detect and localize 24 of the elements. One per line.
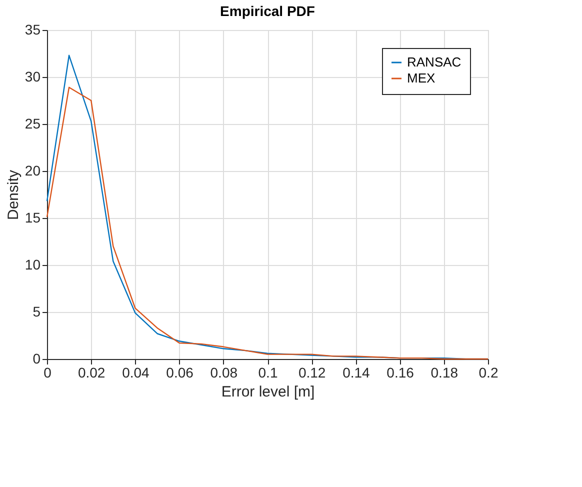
y-tick-label: 25 (24, 116, 41, 132)
legend-label: RANSAC (407, 54, 462, 70)
x-tick-label: 0.14 (342, 364, 370, 380)
y-tick-label: 10 (24, 256, 41, 272)
y-tick-label: 35 (24, 22, 41, 38)
y-tick-label: 30 (24, 68, 41, 84)
y-tick-label: 15 (24, 210, 41, 226)
x-tick-label: 0.06 (166, 364, 194, 380)
x-tick-label: 0.04 (122, 364, 150, 380)
x-tick-label: 0.02 (78, 364, 106, 380)
x-tick-label: 0.18 (430, 364, 458, 380)
x-axis-title: Error level [m] (221, 384, 315, 400)
x-tick-label: 0.08 (210, 364, 238, 380)
x-tick-label: 0.12 (298, 364, 326, 380)
x-tick-label: 0.1 (258, 364, 278, 380)
y-tick-label: 5 (32, 304, 41, 320)
x-tick-label: 0 (44, 364, 52, 380)
x-tick-label: 0.2 (478, 364, 498, 380)
x-tick-label: 0.16 (386, 364, 414, 380)
y-tick-label: 20 (24, 162, 41, 178)
chart-title: Empirical PDF (220, 3, 316, 19)
y-axis-title: Density (4, 170, 22, 220)
y-tick-label: 0 (32, 350, 41, 366)
legend-label: MEX (407, 70, 436, 86)
